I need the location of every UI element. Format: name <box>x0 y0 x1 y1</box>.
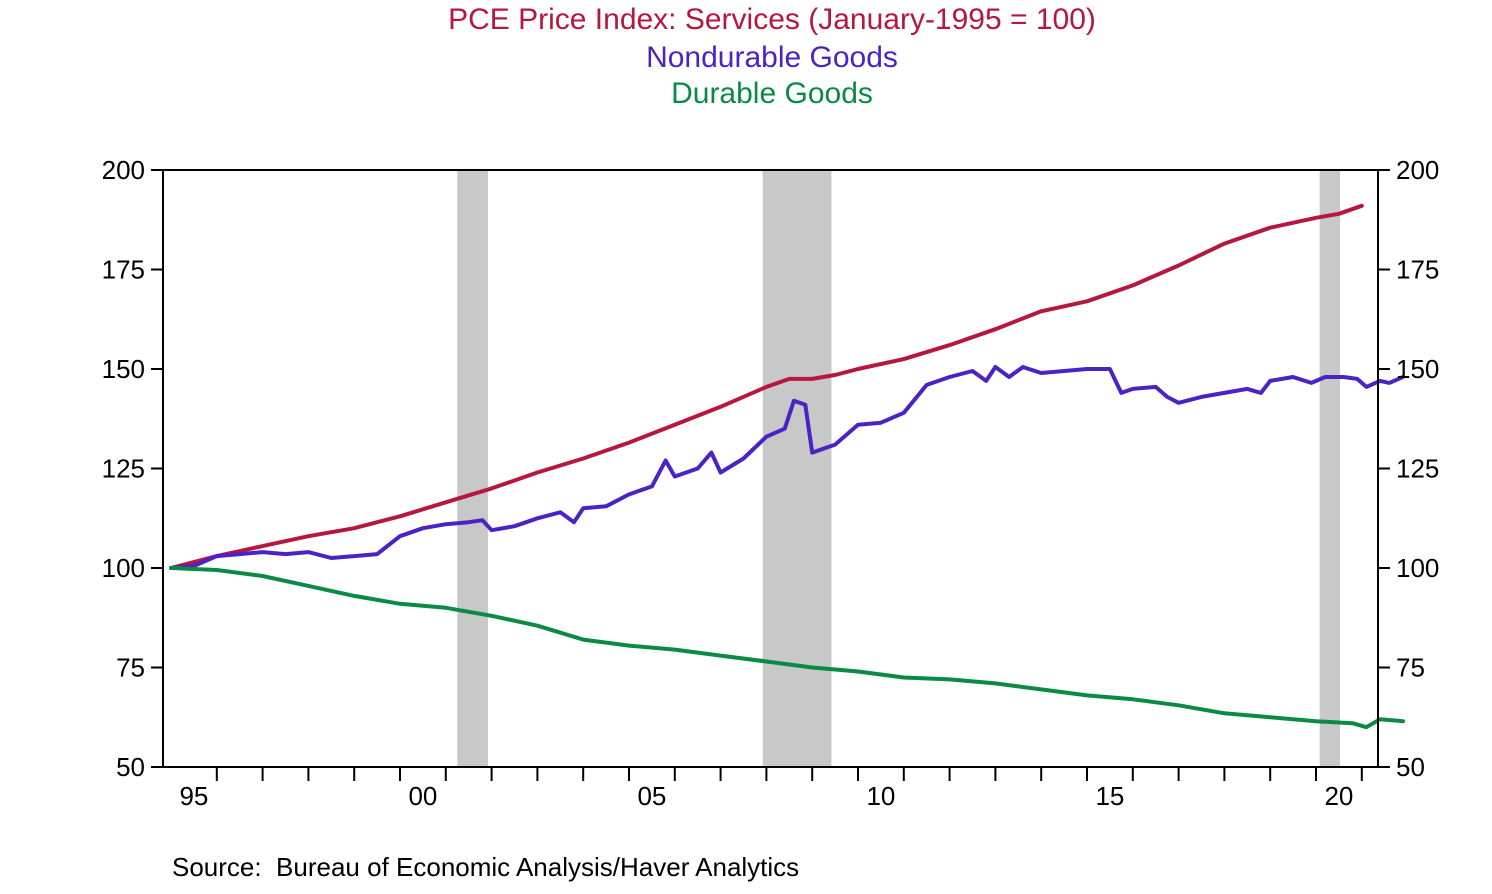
y-tick-label-right: 50 <box>1396 752 1425 782</box>
series-line-nondurable <box>169 365 1405 570</box>
x-tick-label: 15 <box>1095 781 1124 811</box>
y-tick-label-right: 125 <box>1396 454 1439 484</box>
axes-group: 50 50 75 75 100 100 125 125 150 150 175 175 200 200 95… <box>102 155 1440 811</box>
series-line-durable <box>169 566 1405 730</box>
source-note: Source: Bureau of Economic Analysis/Have… <box>172 852 800 882</box>
x-tick-label: 20 <box>1324 781 1353 811</box>
recession-band-3 <box>1319 171 1340 766</box>
x-tick-label: 05 <box>637 781 666 811</box>
y-tick-label-left: 50 <box>116 752 145 782</box>
y-tick-label-left: 200 <box>102 155 145 185</box>
y-tick-label-left: 75 <box>116 653 145 683</box>
recession-band-1 <box>457 171 488 766</box>
series-group <box>169 203 1405 730</box>
y-tick-label-left: 100 <box>102 553 145 583</box>
chart-title-nondurable: Nondurable Goods <box>646 41 898 74</box>
y-tick-label-right: 175 <box>1396 255 1439 285</box>
recession-band-2 <box>762 171 832 766</box>
y-tick-label-right: 75 <box>1396 653 1425 683</box>
y-tick-label-left: 125 <box>102 454 145 484</box>
y-tick-label-right: 150 <box>1396 354 1439 384</box>
y-tick-label-left: 150 <box>102 354 145 384</box>
chart-title-services: PCE Price Index: Services (January-1995 … <box>448 3 1096 36</box>
x-tick-label: 00 <box>408 781 437 811</box>
y-tick-label-right: 100 <box>1396 553 1439 583</box>
y-tick-label-left: 175 <box>102 255 145 285</box>
x-tick-label: 95 <box>179 781 208 811</box>
series-line-services <box>169 203 1364 570</box>
chart-title-durable: Durable Goods <box>671 77 873 110</box>
y-tick-label-right: 200 <box>1396 155 1439 185</box>
x-tick-label: 10 <box>866 781 895 811</box>
